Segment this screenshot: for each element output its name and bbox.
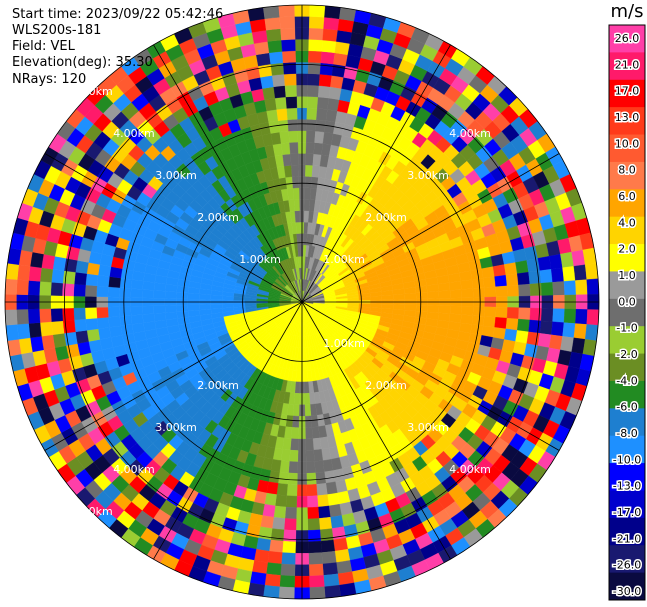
colorbar-tick-label: 8.0 (618, 164, 636, 177)
colorbar-tick-label: -17.0 (613, 506, 641, 519)
colorbar-tick-label: 21.0 (615, 58, 640, 71)
colorbar-tick-label: -2.0 (616, 348, 637, 361)
colorbar-tick-label: 4.0 (618, 216, 636, 229)
colorbar-tick-label: 10.0 (615, 137, 640, 150)
colorbar-tick-label: -1.0 (616, 322, 637, 335)
colorbar-tick-label: 0.0 (618, 295, 636, 308)
start-time: Start time: 2023/09/22 05:42:46 (12, 7, 224, 22)
colorbar-tick-label: -4.0 (616, 374, 637, 387)
colorbar-tick-label: -30.0 (613, 585, 641, 598)
colorbar-tick-label: 6.0 (618, 190, 636, 203)
velocity-sectors (4, 4, 600, 600)
colorbar-tick-label: -13.0 (613, 480, 641, 493)
colorbar-tick-label: -21.0 (613, 532, 641, 545)
colorbar-tick-label: -26.0 (613, 559, 641, 572)
colorbar-tick-label: 26.0 (615, 32, 640, 45)
colorbar-tick-label: 17.0 (615, 85, 640, 98)
field-name: Field: VEL (12, 39, 75, 54)
instrument-name: WLS200s-181 (12, 23, 102, 38)
nrays: NRays: 120 (12, 72, 87, 87)
colorbar-tick-label: 1.0 (618, 269, 636, 282)
colorbar-tick-label: -8.0 (616, 427, 637, 440)
colorbar-tick-label: -6.0 (616, 401, 637, 414)
colorbar-tick-label: 2.0 (618, 243, 636, 256)
colorbar-units: m/s (611, 1, 644, 22)
colorbar-tick-label: -10.0 (613, 453, 641, 466)
colorbar-tick-label: 13.0 (615, 111, 640, 124)
elevation: Elevation(deg): 35.30 (12, 55, 153, 70)
